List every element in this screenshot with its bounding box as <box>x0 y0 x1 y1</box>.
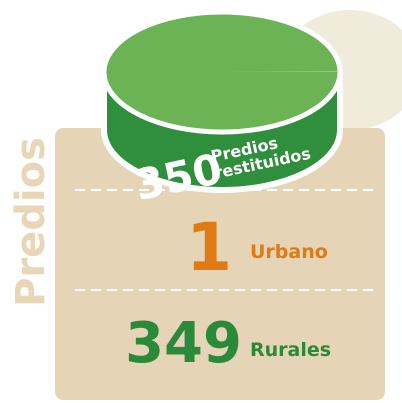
value-label: 349 <box>125 311 242 376</box>
infographic: Predios 350 Predios restituidos 1 Urbano… <box>0 0 402 403</box>
category-label: Rurales <box>250 339 331 361</box>
pie <box>104 12 340 132</box>
value-label: 1 <box>186 209 232 286</box>
side-title: Predios <box>8 137 54 307</box>
category-label: Urbano <box>250 241 328 263</box>
